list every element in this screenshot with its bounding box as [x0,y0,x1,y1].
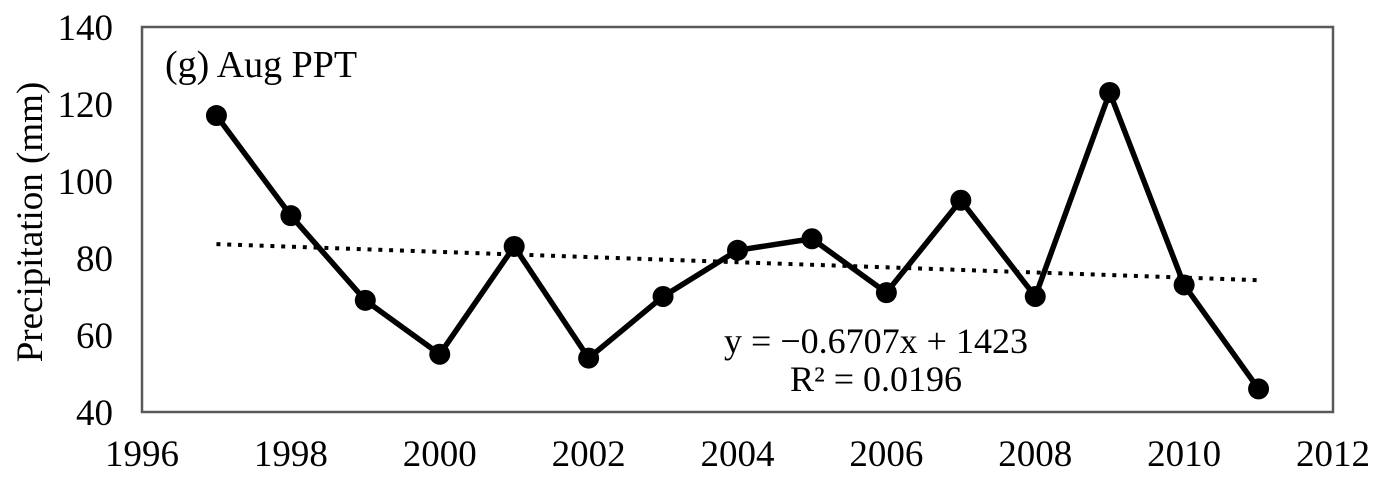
data-point [354,289,376,311]
data-point [801,228,823,250]
x-tick-label: 2002 [552,434,626,475]
data-point [1024,286,1046,307]
panel-label: (g) Aug PPT [165,44,357,86]
data-point [950,189,972,211]
data-point [503,235,525,257]
x-tick-label: 2006 [849,434,923,475]
x-tick-label: 2008 [998,434,1072,475]
data-point [205,105,227,127]
x-tick-label: 2000 [403,434,477,475]
x-tick-label: 1996 [105,434,179,475]
y-tick-label: 40 [76,393,113,434]
y-tick-label: 80 [76,239,113,280]
data-point [1173,274,1195,296]
data-point [578,347,600,369]
data-point [727,239,748,261]
x-tick-label: 2010 [1147,434,1221,475]
y-tick-label: 120 [58,85,114,126]
y-tick-label: 140 [58,8,114,49]
plot-area-border [140,25,1335,414]
plot-layer: 40 60 80 100 120 140 1996 1998 2000 2002 2004 2006 2… [58,8,1371,475]
data-point [875,282,897,304]
data-point [280,205,302,227]
y-axis-title: Precipitation (mm) [10,82,51,363]
x-tick-label: 1998 [254,434,328,475]
trendline-r-squared-label: R² = 0.0196 [790,359,962,399]
data-point [1248,378,1270,400]
data-point [652,286,674,307]
data-point [429,343,451,365]
data-point [1099,81,1121,103]
y-tick-label: 60 [76,316,113,357]
y-tick-label: 100 [58,162,114,203]
x-tick-label: 2004 [701,434,775,475]
x-tick-label: 2012 [1296,434,1370,475]
trendline [216,242,1259,283]
trendline-equation-label: y = −0.6707x + 1423 [724,321,1028,361]
